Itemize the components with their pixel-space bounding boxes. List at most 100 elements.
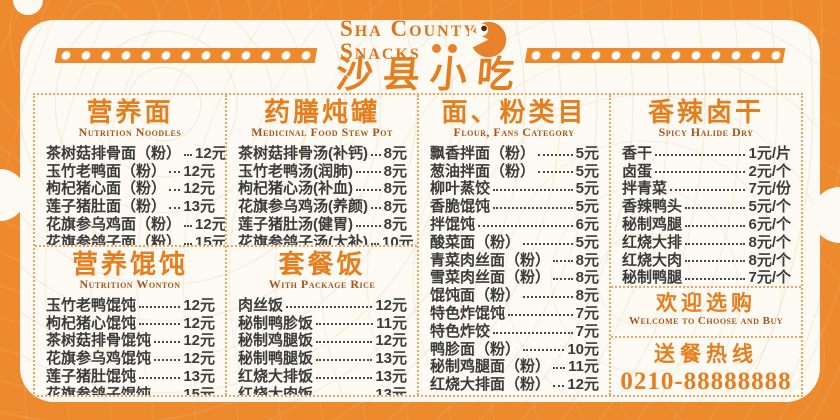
menu-item-price: 13元	[183, 198, 215, 216]
dotted-leader	[493, 207, 573, 210]
menu-item: 花旗参鸽子面（粉） 15元	[46, 231, 225, 245]
dotted-leader	[316, 323, 374, 326]
menu-item: 枸杞猪心汤(补血) 8元	[238, 177, 407, 198]
menu-item-name: 秘制鸭腿饭	[238, 350, 314, 368]
menu-item-price: 2元/个	[748, 162, 791, 180]
menu-item-name: 秘制鸭胗饭	[238, 314, 314, 332]
dotted-leader	[169, 171, 181, 174]
dotted-leader	[538, 171, 573, 174]
menu-item-name: 红烧大肉饭	[238, 385, 314, 395]
menu-item: 玉竹老鸭汤(润肺) 8元	[238, 160, 407, 180]
menu-item: 秘制鸡腿饭 12元	[238, 329, 407, 349]
brand-line1: Sha County	[340, 16, 477, 41]
dotted-leader	[493, 331, 573, 334]
menu-item-price: 8元	[575, 269, 599, 287]
menu-item-price: 12元	[183, 350, 215, 368]
dotted-leader	[685, 224, 746, 227]
dotted-leader	[371, 207, 381, 210]
menu-item-price: 13元	[375, 368, 407, 386]
menu-item-name: 特色炸饺	[430, 322, 491, 340]
dotted-leader	[184, 242, 193, 245]
dotted-leader	[356, 189, 381, 192]
menu-item-price: 10元	[382, 233, 414, 247]
menu-item: 卤蛋 2元/个	[622, 160, 791, 180]
hotline-block: 送餐热线 0210-88888888	[611, 338, 801, 395]
dotted-leader	[139, 305, 181, 308]
menu-item-name: 葱油拌面（粉）	[430, 162, 536, 180]
menu-item-name: 枸杞猪心汤(补血)	[238, 180, 353, 198]
dotted-leader	[685, 260, 746, 263]
menu-item-name: 红烧大肉	[622, 251, 683, 269]
menu-item-list: 肉丝饭 12元 秘制鸭胗饭 11元	[227, 291, 417, 395]
menu-item-price: 13元	[375, 385, 407, 395]
section-title: 药膳炖罐	[263, 97, 380, 127]
menu-item-price: 10元	[567, 340, 599, 358]
dotted-leader	[356, 171, 381, 174]
menu-item: 葱油拌面（粉） 5元	[430, 160, 599, 180]
menu-item-name: 枸杞猪心面（粉）	[46, 180, 167, 198]
menu-item-name: 玉竹老鸭馄饨	[46, 296, 137, 314]
menu-item-list: 茶树菇排骨面（粉） 12元 玉竹老鸭面（粉） 12元	[35, 139, 225, 245]
section-package-rice: 套餐饭 With Package Rice 肉丝饭 12元 秘制	[227, 247, 417, 395]
welcome-text-en: Welcome to Choose and Buy	[628, 315, 784, 328]
section-title: 面、粉类目	[441, 97, 587, 127]
menu-item-name: 秘制鸭腿	[622, 269, 683, 287]
menu-item: 花旗参鸽子汤(大补) 10元	[238, 231, 414, 245]
menu-item: 拌青菜 7元/份	[622, 177, 791, 197]
dotted-leader	[184, 224, 193, 227]
menu-item: 秘制鸭腿饭 13元	[238, 347, 407, 368]
menu-item-name: 香脆馄饨	[430, 198, 491, 216]
menu-item-price: 8元/个	[748, 251, 791, 269]
menu-item-price: 15元	[195, 233, 225, 247]
menu-item-name: 茶树菇排骨汤(补钙)	[238, 144, 368, 162]
menu-item-name: 花旗参乌鸡面（粉）	[46, 216, 182, 234]
menu-item-name: 玉竹老鸭面（粉）	[46, 162, 167, 180]
menu-item-name: 秘制鸡腿面（粉）	[430, 358, 551, 376]
dotted-leader	[184, 153, 193, 156]
menu-item-price: 8元/个	[748, 233, 791, 251]
dotted-leader	[371, 153, 381, 156]
menu-item-name: 秘制鸡腿	[622, 216, 683, 234]
menu-item: 特色炸馄饨 7元	[430, 302, 599, 322]
menu-item-price: 12元	[183, 296, 215, 314]
menu-item: 秘制鸡腿 6元/个	[622, 213, 791, 234]
menu-item-name: 香辣鸭头	[622, 198, 683, 216]
menu-item: 花旗参鸽子馄饨 15元	[46, 383, 215, 395]
menu-item-price: 12元	[183, 162, 215, 180]
menu-item-name: 馄饨面（粉）	[430, 287, 521, 305]
menu-item-price: 11元	[376, 314, 407, 332]
menu-item-name: 红烧大排	[622, 233, 683, 251]
menu-item-price: 8元	[383, 198, 407, 216]
section-subtitle: Flour, Fans Category	[453, 125, 575, 140]
menu-item: 花旗参乌鸡馄饨 12元	[46, 347, 215, 368]
menu-item: 肉丝饭 12元	[238, 294, 407, 314]
menu-item: 红烧大排 8元/个	[622, 231, 791, 251]
menu-card: Sha County Snacks 沙县小吃 营养面 Nutrition Noo…	[20, 16, 820, 402]
menu-item-price: 8元	[575, 287, 599, 305]
menu-item-price: 12元	[195, 144, 225, 162]
menu-item-name: 莲子猪肚面（粉）	[46, 198, 167, 216]
menu-item: 拌馄饨 6元	[430, 213, 599, 233]
dotted-leader	[286, 305, 373, 308]
menu-item-name: 鸭胗面（粉）	[430, 340, 521, 358]
dotted-leader	[553, 260, 573, 263]
menu-item: 鸭胗面（粉） 10元	[430, 338, 599, 358]
dotted-leader	[169, 189, 181, 192]
dotted-leader	[553, 367, 566, 370]
menu-item: 青菜肉丝面（粉） 8元	[430, 249, 599, 269]
dotted-leader	[655, 171, 746, 174]
dotted-leader	[538, 153, 573, 156]
menu-item-price: 12元	[567, 376, 599, 394]
menu-item: 玉竹老鸭馄饨 12元	[46, 294, 215, 314]
dotted-leader	[493, 189, 573, 192]
dotted-leader	[154, 359, 181, 362]
menu-item-price: 8元	[383, 144, 407, 162]
dotted-leader	[523, 349, 565, 352]
menu-item: 红烧大排面（粉） 12元	[430, 373, 599, 394]
section-medicinal-stew-pot: 药膳炖罐 Medicinal Food Stew Pot 茶树菇排骨汤(补钙) …	[227, 95, 417, 247]
dotted-leader	[523, 296, 573, 299]
menu-item: 香辣鸭头 5元/个	[622, 195, 791, 216]
dotted-leader	[670, 189, 746, 192]
menu-item-name: 飘香拌面（粉）	[430, 144, 536, 162]
menu-item: 香脆馄饨 5元	[430, 195, 599, 216]
